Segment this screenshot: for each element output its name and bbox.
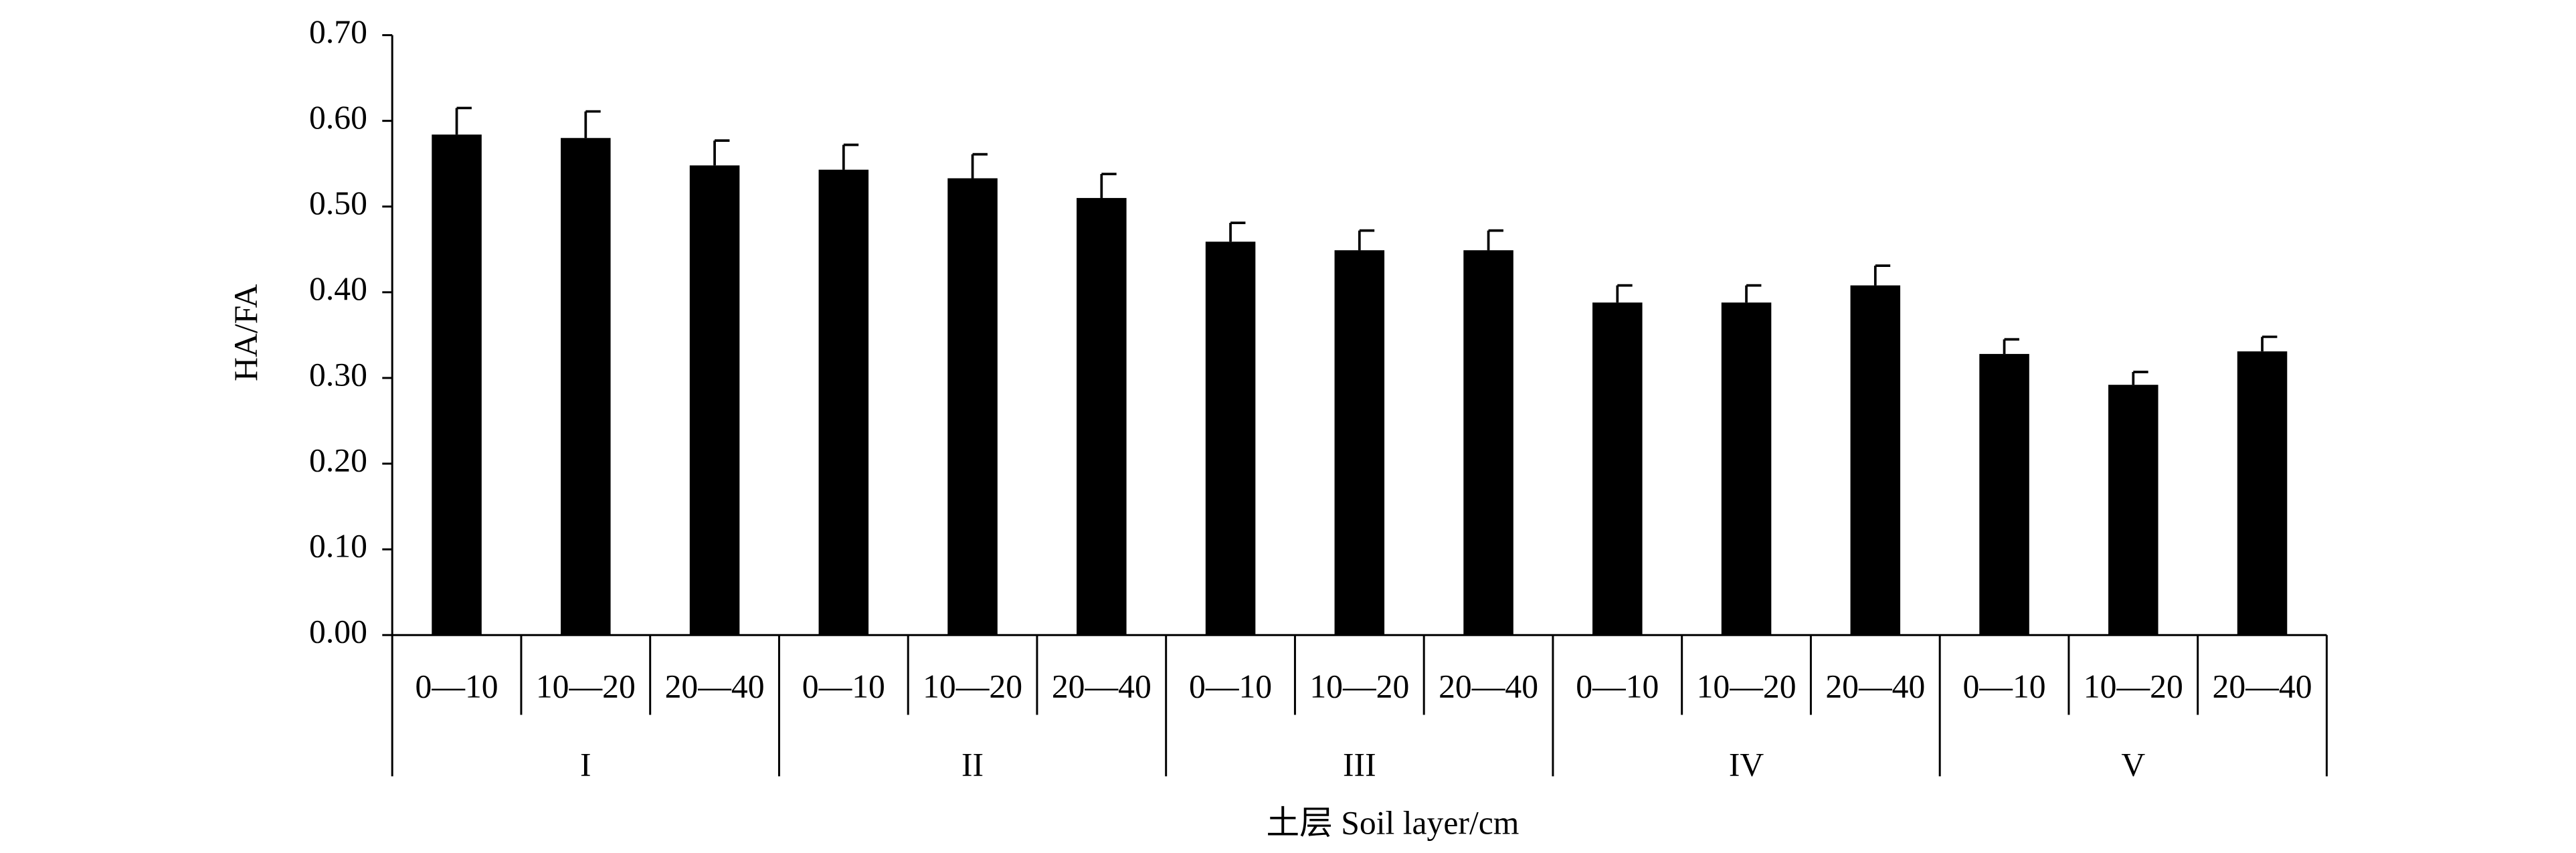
y-axis-label: HA/FA: [227, 284, 264, 381]
bar: [1721, 302, 1772, 636]
x-tick-label: 0—10: [802, 668, 885, 705]
bar: [432, 134, 482, 636]
y-tick-label: 0.00: [309, 613, 367, 650]
y-tick-label: 0.10: [309, 528, 367, 565]
x-tick-label: 20—40: [665, 668, 765, 705]
x-tick-label: 0—10: [1962, 668, 2045, 705]
y-tick-label: 0.70: [309, 13, 367, 50]
x-tick-label: 10—20: [536, 668, 636, 705]
x-tick-label: 0—10: [1576, 668, 1659, 705]
bar: [1205, 242, 1256, 636]
y-tick-label: 0.50: [309, 185, 367, 221]
bar: [1077, 197, 1127, 636]
group-label: II: [961, 746, 984, 783]
x-tick-label: 20—40: [1052, 668, 1152, 705]
group-label: V: [2121, 746, 2145, 783]
x-tick-label: 20—40: [1439, 668, 1538, 705]
bar: [1850, 285, 1901, 636]
bar: [818, 169, 869, 636]
bar: [2108, 385, 2158, 636]
x-tick-label: 0—10: [415, 668, 498, 705]
y-tick-label: 0.30: [309, 356, 367, 393]
bar: [1334, 250, 1385, 636]
group-label: III: [1343, 746, 1376, 783]
bar: [561, 138, 611, 636]
bar: [1979, 354, 2029, 636]
x-tick-label: 10—20: [2084, 668, 2183, 705]
y-tick-label: 0.40: [309, 270, 367, 307]
x-tick-label: 10—20: [1309, 668, 1409, 705]
x-tick-label: 10—20: [923, 668, 1022, 705]
group-label: IV: [1729, 746, 1764, 783]
y-tick-label: 0.60: [309, 99, 367, 136]
x-tick-label: 10—20: [1697, 668, 1797, 705]
group-label: I: [580, 746, 591, 783]
x-tick-label: 20—40: [1825, 668, 1925, 705]
bar: [947, 178, 998, 636]
x-tick-label: 20—40: [2213, 668, 2312, 705]
bar: [2237, 351, 2288, 636]
bar: [1592, 302, 1643, 636]
x-axis-label: 土层 Soil layer/cm: [1267, 804, 1520, 841]
bar: [689, 165, 740, 636]
x-tick-label: 0—10: [1189, 668, 1272, 705]
y-tick-label: 0.20: [309, 442, 367, 478]
bar: [1463, 250, 1513, 636]
